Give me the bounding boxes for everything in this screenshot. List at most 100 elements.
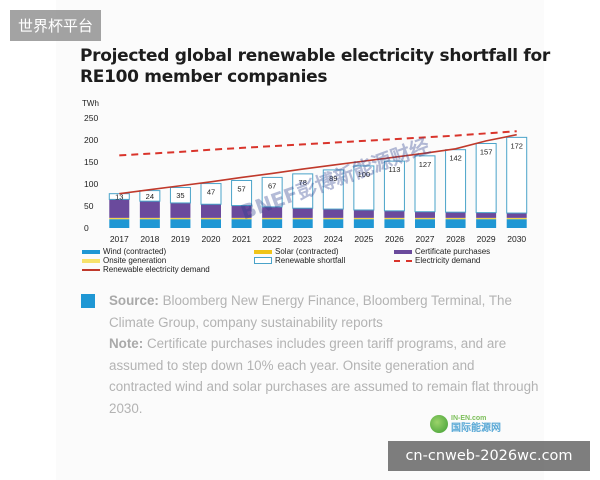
- bar-renewable-shortfall-2023: [292, 173, 314, 209]
- data-label-2022: 67: [268, 181, 276, 190]
- x-tick-label-2018: 2018: [140, 234, 159, 244]
- x-tick-label-2027: 2027: [416, 234, 435, 244]
- bar-solar-contracted--2024: [323, 218, 344, 220]
- bar-renewable-shortfall-2028: [445, 149, 467, 213]
- bar-solar-contracted--2022: [262, 218, 283, 220]
- legend-swatch: [82, 268, 100, 271]
- note-label: Note:: [109, 336, 144, 351]
- bar-certificate-purchases-2030: [506, 213, 527, 218]
- bar-renewable-shortfall-2026: [383, 160, 405, 212]
- data-label-2020: 47: [207, 188, 215, 197]
- line-renewable-electricity-demand: [119, 133, 517, 195]
- x-tick-label-2019: 2019: [171, 234, 190, 244]
- bar-wind-contracted--2018: [139, 219, 160, 228]
- x-tick-label-2028: 2028: [446, 234, 465, 244]
- data-label-2019: 35: [176, 191, 184, 200]
- x-tick-label-2026: 2026: [385, 234, 404, 244]
- data-label-2027: 127: [419, 160, 432, 169]
- legend-item: Wind (contracted): [82, 247, 166, 256]
- data-label-2017: 13: [115, 193, 123, 202]
- source-marker: [81, 294, 95, 308]
- bar-solar-contracted--2025: [353, 218, 374, 220]
- y-tick-label: 100: [84, 179, 98, 189]
- bar-certificate-purchases-2027: [415, 211, 435, 218]
- bar-renewable-shortfall-2030: [506, 136, 528, 214]
- x-tick-label-2023: 2023: [293, 234, 312, 244]
- legend-label: Onsite generation: [103, 256, 167, 265]
- bar-renewable-shortfall-2021: [231, 179, 253, 207]
- bar-renewable-shortfall-2022: [261, 176, 283, 208]
- bar-certificate-purchases-2023: [292, 208, 313, 218]
- bar-renewable-shortfall-2020: [200, 183, 222, 205]
- x-tick-label-2024: 2024: [324, 234, 343, 244]
- in-en-logo: IN-EN.com 国际能源网: [430, 414, 501, 434]
- bar-solar-contracted--2018: [139, 218, 160, 220]
- y-tick-label: 250: [84, 113, 98, 123]
- bar-certificate-purchases-2026: [384, 210, 405, 218]
- legend-item: Renewable shortfall: [254, 256, 345, 265]
- data-label-2025: 100: [358, 170, 371, 179]
- y-axis-unit: TWh: [82, 99, 99, 108]
- x-tick-label-2029: 2029: [477, 234, 496, 244]
- bar-solar-contracted--2026: [384, 218, 405, 220]
- line-electricity-demand: [119, 130, 517, 157]
- bar-certificate-purchases-2017: [109, 199, 130, 218]
- bar-certificate-purchases-2024: [323, 209, 344, 218]
- data-label-2021: 57: [237, 184, 245, 193]
- x-tick-label-2020: 2020: [202, 234, 221, 244]
- bar-wind-contracted--2017: [109, 219, 130, 228]
- legend-label: Renewable shortfall: [275, 256, 346, 265]
- legend-label: Electricity demand: [415, 256, 481, 265]
- chart-title: Projected global renewable electricity s…: [80, 46, 550, 87]
- logo-line2: 国际能源网: [451, 423, 501, 434]
- data-label-2028: 142: [449, 154, 462, 163]
- legend-swatch: [394, 259, 412, 262]
- bar-renewable-shortfall-2027: [414, 155, 436, 213]
- legend-swatch: [82, 249, 100, 254]
- source-label: Source:: [109, 293, 159, 308]
- bar-wind-contracted--2023: [292, 219, 313, 228]
- url-banner: cn-cnweb-2026wc.com: [388, 441, 590, 471]
- bar-wind-contracted--2020: [201, 219, 221, 228]
- bar-wind-contracted--2021: [231, 219, 252, 228]
- legend-swatch: [82, 258, 100, 263]
- logo-line1: IN-EN.com: [451, 415, 487, 422]
- site-badge: 世界杯平台: [10, 10, 102, 41]
- legend-swatch: [254, 249, 272, 254]
- bar-wind-contracted--2029: [476, 219, 497, 228]
- bar-solar-contracted--2027: [415, 218, 435, 220]
- bar-wind-contracted--2025: [353, 219, 374, 228]
- bar-wind-contracted--2026: [384, 219, 405, 228]
- legend-label: Wind (contracted): [103, 247, 167, 256]
- data-label-2023: 78: [299, 178, 307, 187]
- bar-renewable-shortfall-2019: [169, 187, 191, 204]
- bar-certificate-purchases-2021: [231, 205, 252, 218]
- chart-notes: Source: Bloomberg New Energy Finance, Bl…: [80, 290, 540, 419]
- bar-certificate-purchases-2018: [139, 201, 160, 218]
- legend-swatch: [394, 249, 412, 254]
- legend-label: Certificate purchases: [415, 247, 491, 256]
- bar-renewable-shortfall-2029: [475, 143, 497, 214]
- bar-renewable-shortfall-2018: [139, 190, 161, 202]
- data-label-2018: 24: [146, 192, 154, 201]
- bar-wind-contracted--2022: [262, 219, 283, 228]
- x-tick-label-2025: 2025: [354, 234, 373, 244]
- bar-certificate-purchases-2022: [262, 206, 283, 218]
- legend-item: Solar (contracted): [254, 247, 339, 256]
- bar-wind-contracted--2027: [415, 219, 435, 228]
- bar-certificate-purchases-2019: [170, 202, 191, 218]
- y-tick-label: 0: [84, 223, 89, 233]
- bar-solar-contracted--2030: [506, 218, 527, 220]
- legend-item: Electricity demand: [394, 256, 480, 265]
- bar-certificate-purchases-2029: [476, 212, 497, 218]
- bar-renewable-shortfall-2024: [322, 169, 344, 210]
- bar-renewable-shortfall-2025: [353, 165, 375, 211]
- data-label-2030: 172: [510, 141, 523, 150]
- x-tick-label-2021: 2021: [232, 234, 251, 244]
- legend-item: Certificate purchases: [394, 247, 490, 256]
- bar-certificate-purchases-2028: [445, 212, 466, 218]
- bar-solar-contracted--2021: [231, 218, 252, 220]
- leaf-icon: [430, 415, 448, 433]
- y-tick-label: 150: [84, 157, 98, 167]
- legend-item: Onsite generation: [82, 256, 166, 265]
